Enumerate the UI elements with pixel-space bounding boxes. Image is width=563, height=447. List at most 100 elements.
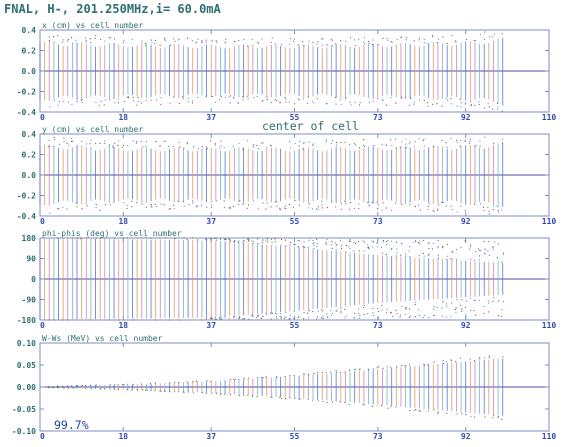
outlier-dot bbox=[61, 41, 64, 43]
outlier-dot bbox=[331, 201, 333, 203]
outlier-dot bbox=[321, 200, 323, 202]
x-tick-label: 0 bbox=[40, 217, 45, 226]
outlier-dot bbox=[177, 200, 179, 202]
outlier-dot bbox=[354, 101, 356, 103]
outlier-dot bbox=[427, 364, 429, 366]
outlier-dot bbox=[469, 246, 471, 248]
outlier-dot bbox=[220, 145, 222, 147]
outlier-dot bbox=[279, 207, 281, 209]
outlier-dot bbox=[211, 204, 213, 206]
outlier-dot bbox=[182, 201, 184, 203]
outlier-dot bbox=[353, 242, 355, 244]
outlier-dot bbox=[197, 38, 199, 40]
outlier-dots bbox=[48, 31, 504, 112]
outlier-dot bbox=[172, 204, 175, 206]
x-tick-label: 37 bbox=[206, 432, 216, 441]
outlier-dot bbox=[396, 38, 398, 41]
outlier-dot bbox=[303, 373, 305, 375]
outlier-dot bbox=[242, 203, 245, 205]
outlier-dot bbox=[479, 203, 482, 205]
outlier-dot bbox=[381, 309, 383, 311]
outlier-dot bbox=[459, 145, 462, 148]
outlier-dot bbox=[141, 203, 143, 205]
outlier-dot bbox=[308, 239, 310, 241]
outlier-dot bbox=[104, 388, 106, 390]
outlier-dot bbox=[279, 312, 282, 315]
outlier-dot bbox=[233, 378, 235, 380]
outlier-dot bbox=[248, 318, 250, 320]
outlier-dot bbox=[313, 244, 315, 246]
outlier-dot bbox=[285, 98, 287, 100]
outlier-dot bbox=[270, 206, 272, 208]
outlier-dot bbox=[308, 309, 310, 311]
outlier-dot bbox=[353, 39, 355, 41]
outlier-dot bbox=[169, 208, 171, 210]
outlier-dot bbox=[488, 356, 490, 358]
outlier-dot bbox=[493, 241, 495, 243]
outlier-dot bbox=[265, 312, 267, 314]
outlier-dot bbox=[441, 201, 443, 204]
outlier-dot bbox=[460, 139, 462, 142]
outlier-dot bbox=[483, 38, 486, 41]
outlier-dot bbox=[257, 42, 260, 44]
outlier-dot bbox=[335, 144, 337, 146]
outlier-dot bbox=[117, 384, 119, 386]
outlier-dot bbox=[325, 141, 327, 143]
outlier-dot bbox=[289, 141, 291, 143]
outlier-dot bbox=[419, 410, 421, 412]
outlier-dot bbox=[127, 144, 129, 147]
y-tick-label: 0.4 bbox=[22, 130, 37, 139]
outlier-dot bbox=[401, 365, 403, 367]
outlier-dot bbox=[331, 45, 333, 47]
outlier-dot bbox=[163, 203, 165, 206]
outlier-dot bbox=[154, 203, 156, 205]
outlier-dot bbox=[270, 145, 273, 147]
outlier-dot bbox=[209, 140, 212, 142]
outlier-dot bbox=[279, 396, 281, 398]
outlier-dot bbox=[335, 141, 338, 144]
outlier-dot bbox=[267, 241, 269, 243]
outlier-dot bbox=[257, 208, 259, 210]
outlier-dot bbox=[350, 104, 352, 106]
outlier-dot bbox=[248, 239, 250, 241]
outlier-dot bbox=[229, 102, 231, 104]
outlier-dot bbox=[280, 244, 282, 246]
outlier-dot bbox=[304, 246, 306, 248]
outlier-dot bbox=[330, 142, 332, 145]
outlier-dot bbox=[279, 208, 281, 210]
outlier-dot bbox=[413, 146, 415, 148]
outlier-dot bbox=[340, 142, 342, 144]
outlier-dot bbox=[260, 377, 262, 379]
outlier-dot bbox=[174, 381, 176, 383]
outlier-dot bbox=[404, 313, 406, 315]
outlier-dot bbox=[359, 368, 361, 370]
outlier-dot bbox=[150, 99, 152, 101]
y-tick-label: -0.4 bbox=[17, 212, 36, 221]
outlier-dot bbox=[256, 95, 258, 97]
outlier-dot bbox=[363, 250, 365, 252]
outlier-dot bbox=[330, 310, 332, 312]
outlier-dot bbox=[255, 317, 258, 319]
outlier-dot bbox=[205, 392, 207, 394]
outlier-dot bbox=[242, 99, 244, 101]
outlier-dot bbox=[297, 44, 299, 46]
outlier-dot bbox=[293, 317, 295, 319]
outlier-dot bbox=[422, 239, 424, 242]
y-tick-label: -0.4 bbox=[17, 108, 36, 117]
outlier-dot bbox=[275, 100, 278, 102]
outlier-dot bbox=[377, 241, 379, 244]
outlier-dot bbox=[89, 143, 91, 145]
outlier-dot bbox=[433, 314, 435, 316]
center-of-cell-label: center of cell bbox=[262, 119, 359, 133]
outlier-dot bbox=[461, 310, 463, 313]
outlier-dot bbox=[150, 39, 152, 41]
outlier-dot bbox=[358, 317, 360, 319]
outlier-dot bbox=[423, 42, 425, 44]
outlier-dot bbox=[150, 237, 152, 239]
outlier-dot bbox=[114, 142, 116, 144]
outlier-dot bbox=[409, 204, 411, 206]
outlier-dot bbox=[362, 139, 365, 141]
outlier-dot bbox=[261, 142, 263, 144]
outlier-dot bbox=[234, 40, 236, 43]
panel-title: x (cm) vs cell number bbox=[42, 21, 143, 30]
